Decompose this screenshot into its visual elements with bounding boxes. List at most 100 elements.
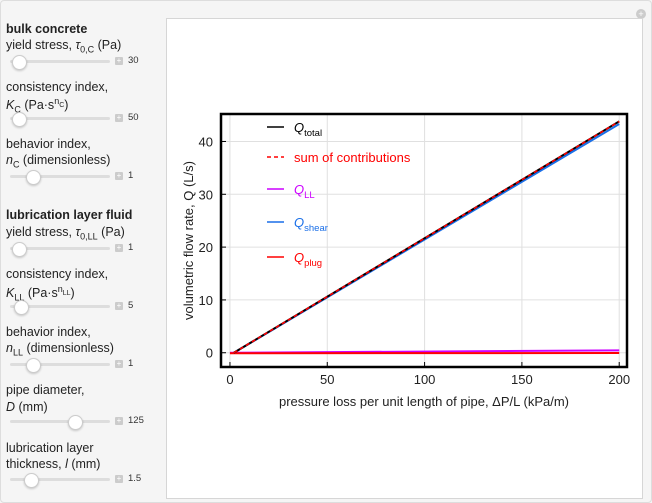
slider[interactable]	[10, 170, 110, 185]
slider[interactable]	[10, 415, 110, 430]
legend-name: sum of contributions	[294, 150, 411, 165]
options-plus-icon[interactable]: +	[636, 9, 646, 19]
legend-entry: sum of contributions	[294, 150, 411, 165]
sup-symbol: n	[54, 96, 60, 106]
legend-subscript: total	[304, 128, 322, 139]
unit: (dimensionless)	[19, 153, 111, 167]
unit: (Pa)	[97, 225, 125, 239]
expand-plus-icon[interactable]: +	[115, 359, 123, 368]
subscript: C	[14, 104, 21, 115]
symbol: τ	[75, 225, 81, 239]
slider-thumb[interactable]	[24, 473, 39, 488]
x-tick-label: 0	[226, 372, 233, 387]
slider[interactable]	[10, 358, 110, 373]
y-axis-label: volumetric flow rate, Q (L/s)	[181, 161, 196, 320]
unit-close: )	[70, 286, 75, 301]
control-label: KLL (Pa·snLL)	[6, 284, 75, 303]
legend-name: Q	[294, 120, 304, 135]
slider[interactable]	[10, 112, 110, 127]
slider-track[interactable]	[10, 60, 110, 63]
slider-thumb[interactable]	[68, 415, 83, 430]
superscript: nC	[54, 96, 65, 109]
series-line-1	[233, 120, 620, 354]
slider-value: 5	[128, 300, 134, 311]
legend-name: Q	[294, 215, 304, 230]
slider-track[interactable]	[10, 247, 110, 250]
control-label: D (mm)	[6, 400, 48, 414]
slider[interactable]	[10, 300, 110, 315]
legend-name: Q	[294, 250, 304, 265]
legend-entry: QLL	[294, 182, 315, 201]
control-label-line1: consistency index,	[6, 80, 109, 94]
expand-plus-icon[interactable]: +	[115, 171, 123, 180]
slider-value: 30	[128, 55, 139, 66]
control-label: yield stress, τ0,LL (Pa)	[6, 225, 125, 242]
label-text: thickness,	[6, 457, 66, 471]
legend-subscript: plug	[304, 258, 322, 269]
symbol: n	[6, 341, 13, 355]
unit: (mm)	[15, 400, 48, 414]
expand-plus-icon[interactable]: +	[115, 416, 123, 425]
symbol: τ	[75, 38, 81, 52]
slider[interactable]	[10, 473, 110, 488]
superscript: nLL	[58, 284, 71, 297]
legend-subscript: shear	[304, 223, 328, 234]
control-label: KC (Pa·snC)	[6, 96, 68, 115]
slider-thumb[interactable]	[26, 358, 41, 373]
unit: (Pa·s	[20, 98, 55, 113]
subscript: C	[12, 159, 20, 170]
slider-thumb[interactable]	[26, 170, 41, 185]
symbol: K	[6, 98, 15, 113]
subscript: 0,LL	[80, 231, 98, 242]
slider-thumb[interactable]	[14, 300, 29, 315]
expand-plus-icon[interactable]: +	[115, 301, 123, 310]
symbol: l	[65, 457, 68, 471]
x-tick-label: 100	[414, 372, 436, 387]
x-tick-label: 200	[608, 372, 630, 387]
control-label-line1: behavior index,	[6, 325, 91, 339]
slider[interactable]	[10, 55, 110, 70]
unit: (mm)	[67, 457, 101, 471]
expand-plus-icon[interactable]: +	[115, 243, 123, 252]
slider[interactable]	[10, 242, 110, 257]
slider-value: 1	[128, 358, 134, 369]
subscript: LL	[14, 292, 25, 303]
y-tick-label: 40	[199, 134, 213, 149]
slider-track[interactable]	[10, 117, 110, 120]
slider-track[interactable]	[10, 175, 110, 178]
slider-thumb[interactable]	[12, 112, 27, 127]
sup-subscript: LL	[62, 289, 71, 297]
sup-subscript: C	[59, 101, 65, 109]
plot-panel: 0 50 100 150 200 0 10 20 30 40 Qtotal sum of contri…	[166, 18, 643, 499]
x-tick-label: 150	[511, 372, 533, 387]
control-label: thickness, l (mm)	[6, 457, 100, 471]
subscript: LL	[12, 347, 23, 358]
y-tick-label: 20	[199, 240, 213, 255]
legend-subscript: LL	[304, 190, 315, 201]
x-tick-label: 50	[320, 372, 334, 387]
unit-close: )	[64, 98, 69, 113]
expand-plus-icon[interactable]: +	[115, 474, 123, 483]
slider-track[interactable]	[10, 420, 110, 423]
slider-thumb[interactable]	[12, 242, 27, 257]
slider-track[interactable]	[10, 305, 110, 308]
section-header: bulk concrete	[6, 22, 88, 36]
slider-track[interactable]	[10, 363, 110, 366]
control-label: yield stress, τ0,C (Pa)	[6, 38, 121, 55]
expand-plus-icon[interactable]: +	[115, 56, 123, 65]
expand-plus-icon[interactable]: +	[115, 113, 123, 122]
legend-entry: Qshear	[294, 215, 328, 234]
symbol: K	[6, 286, 15, 301]
flow-rate-chart: 0 50 100 150 200 0 10 20 30 40 Qtotal sum of contri…	[181, 112, 630, 409]
slider-value: 1.5	[128, 473, 142, 484]
control-label-line1: pipe diameter,	[6, 383, 85, 397]
slider-thumb[interactable]	[12, 55, 27, 70]
y-tick-label: 10	[199, 293, 213, 308]
slider-value: 1	[128, 170, 134, 181]
legend-entry: Qplug	[294, 250, 322, 269]
control-label: nLL (dimensionless)	[6, 341, 114, 358]
control-label-line1: lubrication layer	[6, 441, 94, 455]
x-axis-label: pressure loss per unit length of pipe, Δ…	[279, 394, 569, 409]
slider-track[interactable]	[10, 478, 110, 481]
label-text: yield stress,	[6, 225, 76, 239]
